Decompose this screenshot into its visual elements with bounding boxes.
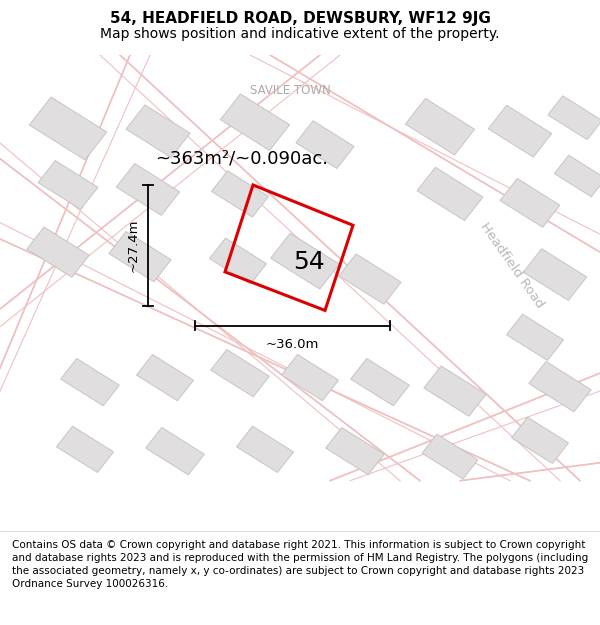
Polygon shape [126, 105, 190, 158]
Polygon shape [529, 361, 591, 412]
Polygon shape [38, 161, 98, 209]
Polygon shape [27, 227, 89, 278]
Polygon shape [281, 354, 338, 401]
Polygon shape [339, 254, 401, 304]
Text: SAVILE TOWN: SAVILE TOWN [250, 84, 331, 98]
Polygon shape [326, 428, 385, 475]
Polygon shape [61, 359, 119, 406]
Polygon shape [417, 168, 483, 221]
Polygon shape [220, 94, 290, 151]
Polygon shape [406, 98, 475, 155]
Text: ~363m²/~0.090ac.: ~363m²/~0.090ac. [155, 149, 328, 167]
Polygon shape [511, 418, 569, 464]
Polygon shape [136, 354, 194, 401]
Text: Headfield Road: Headfield Road [478, 221, 547, 311]
Text: 54, HEADFIELD ROAD, DEWSBURY, WF12 9JG: 54, HEADFIELD ROAD, DEWSBURY, WF12 9JG [110, 11, 490, 26]
Text: Contains OS data © Crown copyright and database right 2021. This information is : Contains OS data © Crown copyright and d… [12, 539, 588, 589]
Polygon shape [109, 231, 171, 282]
Polygon shape [296, 121, 354, 169]
Polygon shape [554, 155, 600, 197]
Polygon shape [548, 96, 600, 139]
Polygon shape [424, 366, 486, 416]
Polygon shape [146, 428, 205, 475]
Polygon shape [422, 434, 478, 479]
Polygon shape [116, 164, 180, 216]
Polygon shape [350, 359, 409, 406]
Text: ~27.4m: ~27.4m [127, 219, 140, 272]
Polygon shape [211, 171, 269, 217]
Polygon shape [209, 238, 266, 284]
Polygon shape [488, 105, 552, 157]
Polygon shape [271, 233, 340, 289]
Text: ~36.0m: ~36.0m [266, 338, 319, 351]
Polygon shape [500, 179, 560, 227]
Polygon shape [506, 314, 563, 361]
Polygon shape [56, 426, 113, 472]
Polygon shape [523, 249, 587, 301]
Text: Map shows position and indicative extent of the property.: Map shows position and indicative extent… [100, 28, 500, 41]
Polygon shape [29, 97, 107, 160]
Polygon shape [236, 426, 293, 472]
Polygon shape [211, 349, 269, 397]
Text: 54: 54 [293, 249, 325, 274]
